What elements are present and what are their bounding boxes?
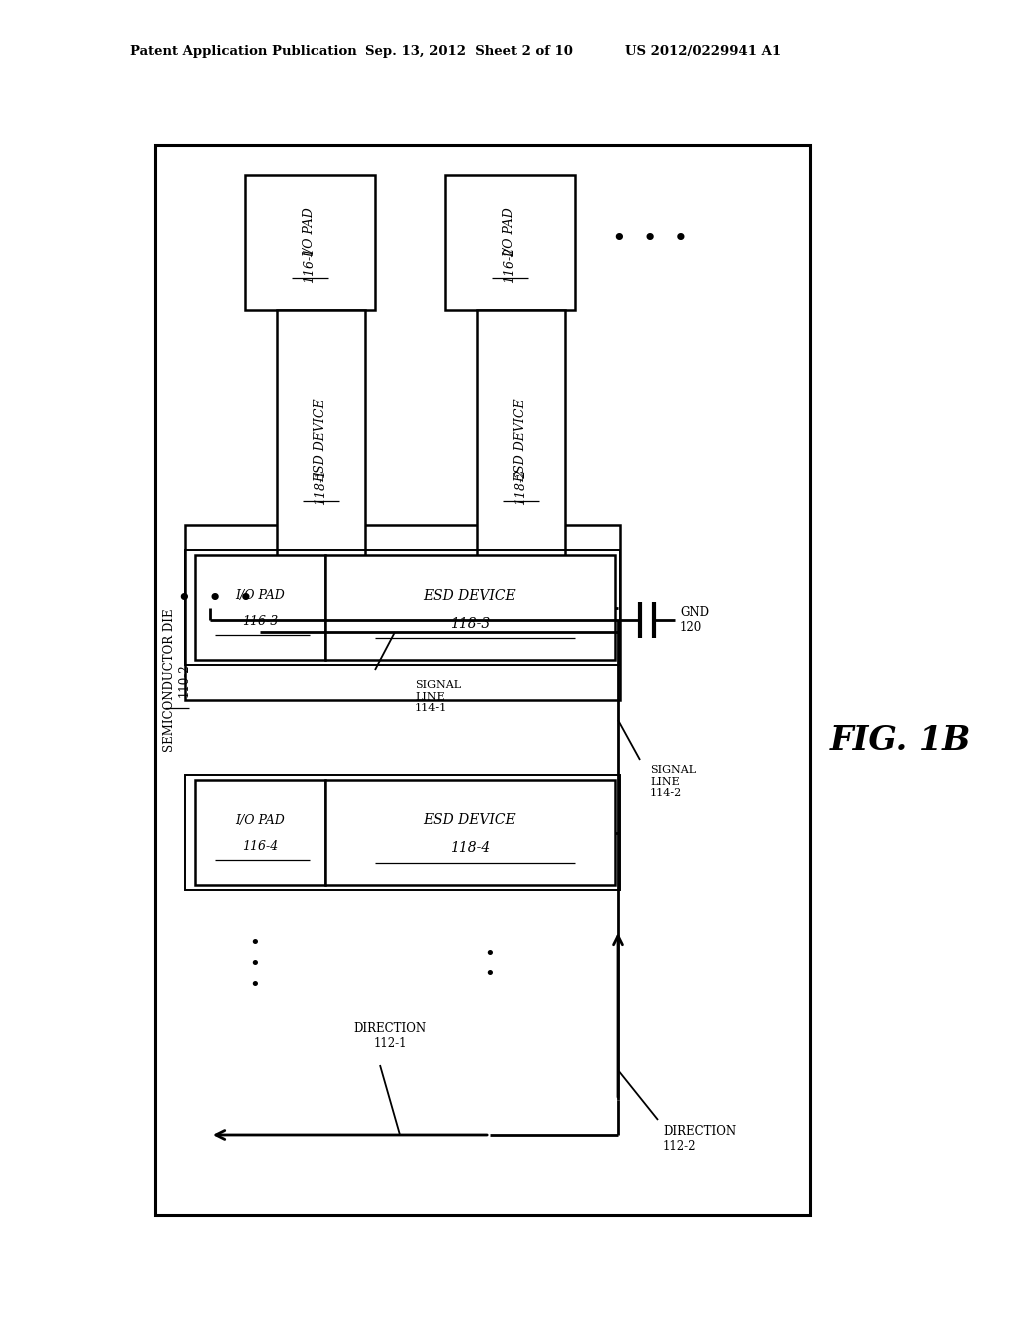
Text: I/O PAD: I/O PAD [236,589,285,602]
Bar [195,780,325,884]
Text: GND
120: GND 120 [680,606,709,634]
Text: 116-4: 116-4 [242,840,279,853]
Text: •
•: • • [484,945,496,985]
Bar [185,525,620,700]
Text: SEMICONDUCTOR DIE
110-2: SEMICONDUCTOR DIE 110-2 [163,609,191,752]
Text: 118-3: 118-3 [450,616,490,631]
Bar [325,554,615,660]
Text: I/O PAD: I/O PAD [303,207,316,257]
Bar [155,145,810,1214]
Text: ESD DEVICE: ESD DEVICE [424,589,516,602]
Text: 118-1: 118-1 [314,469,328,506]
Text: 118-4: 118-4 [450,842,490,855]
Text: FIG. 1B: FIG. 1B [829,723,971,756]
Bar [185,550,620,665]
Text: Patent Application Publication: Patent Application Publication [130,45,356,58]
Text: •  •  •: • • • [177,589,253,611]
Text: •
•
•: • • • [250,935,260,995]
Text: I/O PAD: I/O PAD [236,814,285,828]
Bar [185,775,620,890]
Text: ESD DEVICE: ESD DEVICE [314,399,328,482]
Text: US 2012/0229941 A1: US 2012/0229941 A1 [625,45,781,58]
Text: I/O PAD: I/O PAD [504,207,516,257]
Text: SIGNAL
LINE
114-2: SIGNAL LINE 114-2 [650,766,696,799]
Bar [445,176,575,310]
Text: 116-1: 116-1 [303,247,316,282]
Text: •  •  •: • • • [612,228,688,252]
Text: 116-3: 116-3 [242,615,279,628]
Text: SIGNAL
LINE
114-1: SIGNAL LINE 114-1 [415,680,461,713]
Bar [245,176,375,310]
Text: DIRECTION
112-1: DIRECTION 112-1 [353,1022,427,1049]
Bar [325,780,615,884]
Text: Sep. 13, 2012  Sheet 2 of 10: Sep. 13, 2012 Sheet 2 of 10 [365,45,572,58]
Bar [278,310,365,620]
Text: DIRECTION
112-2: DIRECTION 112-2 [663,1125,736,1152]
Bar [195,554,325,660]
Bar [477,310,565,620]
Text: 118-2: 118-2 [514,469,527,506]
Text: ESD DEVICE: ESD DEVICE [514,399,527,482]
Text: 116-2: 116-2 [504,247,516,282]
Text: ESD DEVICE: ESD DEVICE [424,813,516,828]
